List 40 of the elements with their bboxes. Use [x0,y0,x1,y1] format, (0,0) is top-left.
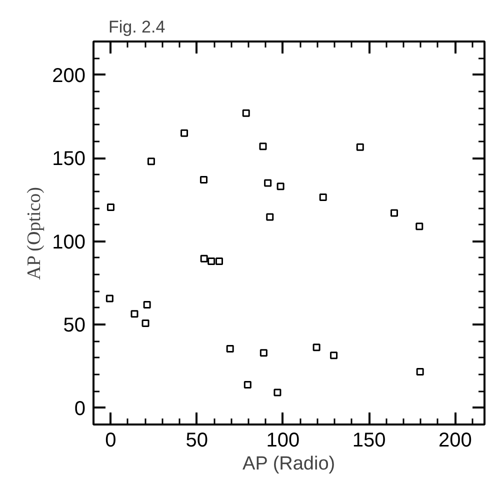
point [319,193,327,201]
x-tick-label: 50 [186,430,208,452]
point [242,109,250,117]
point [390,209,398,217]
point [147,158,155,166]
point [416,368,424,376]
point [416,222,424,230]
x-tick-label: 0 [105,430,116,452]
y-axis-title: AP (Optico) [24,187,46,280]
point [208,258,216,266]
point [259,142,267,150]
chart-title: Fig. 2.4 [108,18,166,36]
y-tick-label: 0 [74,398,86,420]
point [312,344,320,352]
point [200,254,208,262]
point [356,143,364,151]
point [244,380,252,388]
point [215,258,223,266]
x-axis-title: AP (Radio) [242,454,336,474]
y-tick-label: 50 [63,314,86,337]
point [142,320,150,328]
point [264,179,272,187]
point [226,344,234,352]
y-tick-label: 100 [52,231,86,254]
point [180,129,188,137]
point [130,310,138,318]
point [330,352,338,360]
x-tick-label: 100 [266,430,300,452]
point [143,301,151,309]
point [266,213,274,221]
y-tick-label: 200 [52,64,86,87]
point [274,388,282,396]
point [276,182,284,190]
y-tick-label: 150 [52,148,86,170]
x-tick-label: 200 [438,430,472,452]
point [106,294,114,302]
point [260,349,268,357]
x-tick-label: 150 [352,430,386,452]
point [200,176,208,184]
point [106,203,114,211]
